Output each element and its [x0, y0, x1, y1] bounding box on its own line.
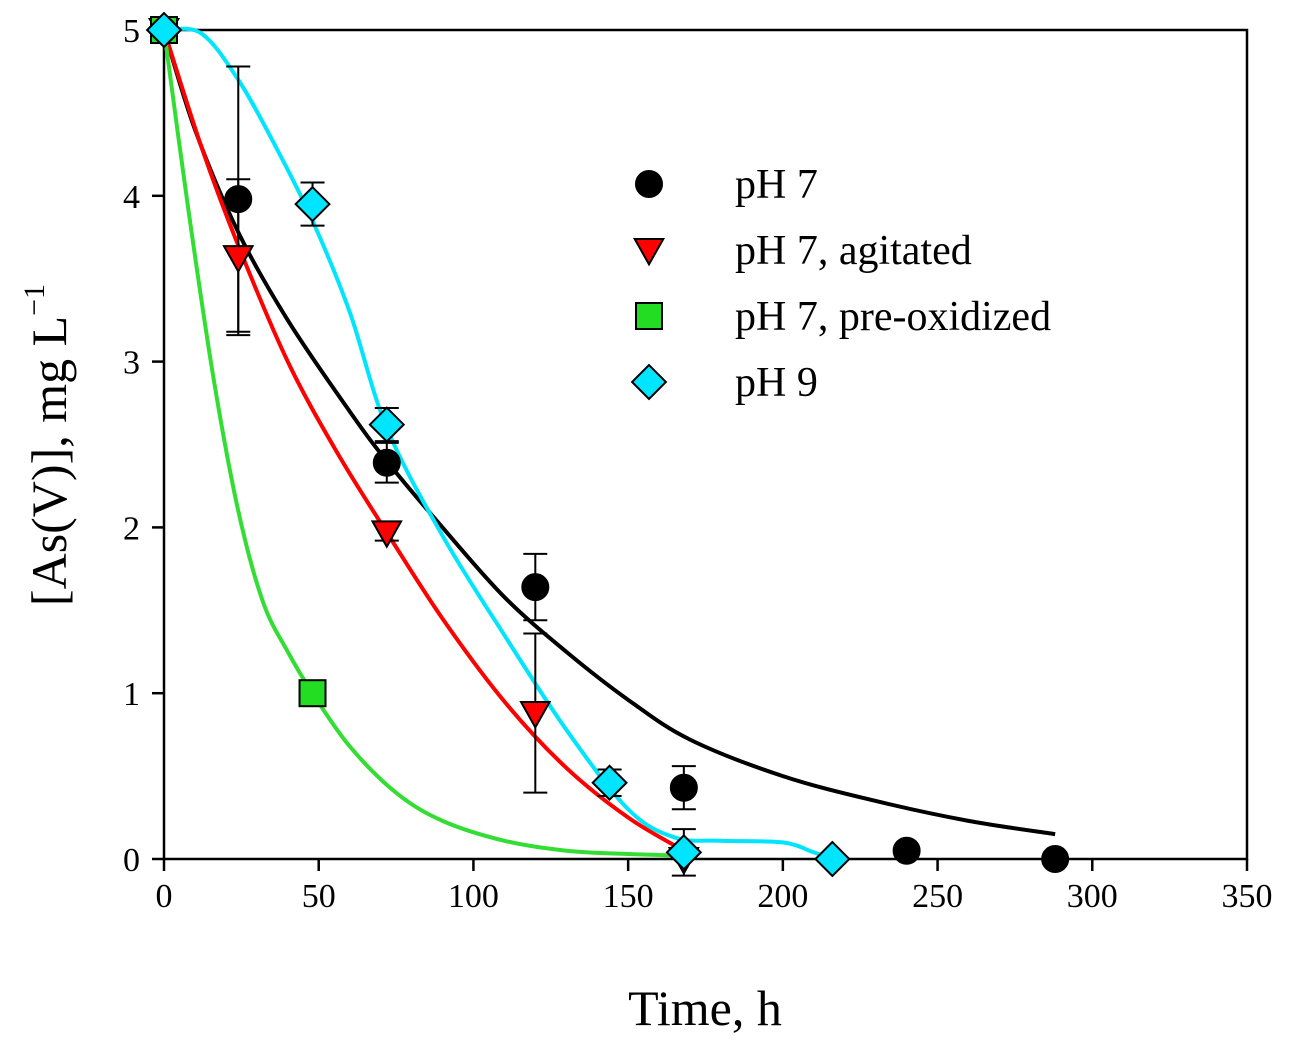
x-tick-label: 200	[757, 878, 808, 915]
data-point	[1041, 845, 1070, 873]
legend-label: pH 9	[735, 360, 818, 406]
y-axis-title-superscript: −1	[18, 284, 51, 316]
x-tick-label: 0	[156, 878, 173, 915]
data-point	[224, 185, 253, 214]
legend-marker	[635, 302, 663, 330]
data-point	[368, 406, 406, 443]
fit-curve	[162, 29, 1056, 837]
data-points	[145, 11, 1070, 878]
x-tick-label: 100	[448, 878, 499, 915]
legend-marker	[635, 170, 663, 198]
data-point	[372, 448, 401, 477]
x-axis-title: Time, h	[628, 980, 782, 1036]
y-axis-title-main: [As(V)], mg L	[21, 316, 77, 606]
legend: pH 7 pH 7, agitated pH 7, pre-oxidized pH 9	[630, 162, 1051, 406]
plot-frame	[162, 28, 1249, 861]
y-axis-title: [As(V)], mg L−1	[18, 284, 77, 606]
data-point	[892, 836, 921, 865]
data-point	[222, 245, 255, 274]
x-tick-label: 300	[1067, 878, 1118, 915]
x-tick-label: 250	[912, 878, 963, 915]
axis-ticks: 0 50 100 150 200 250 300 350 0 1 2 3 4 5	[123, 13, 1273, 915]
legend-label: pH 7, pre-oxidized	[735, 294, 1051, 340]
data-point	[521, 573, 550, 602]
x-tick-label: 350	[1222, 878, 1273, 915]
fit-curves	[162, 26, 1056, 861]
legend-marker	[630, 363, 668, 401]
legend-label: pH 7, agitated	[735, 228, 972, 274]
data-point	[298, 679, 327, 708]
data-point	[665, 834, 703, 871]
data-point	[145, 11, 183, 49]
y-tick-label: 4	[123, 179, 140, 216]
fit-curve	[162, 29, 685, 853]
y-tick-label: 3	[123, 345, 140, 382]
data-point	[669, 773, 698, 802]
data-point	[294, 185, 331, 223]
data-point	[814, 840, 851, 878]
x-tick-label: 50	[302, 878, 336, 915]
y-tick-label: 0	[123, 842, 140, 879]
y-tick-label: 2	[123, 510, 140, 547]
data-point	[370, 520, 403, 549]
legend-label: pH 7	[735, 162, 818, 208]
legend-marker	[632, 237, 666, 267]
fit-curve	[163, 26, 834, 861]
fit-curve	[162, 29, 684, 858]
data-point	[519, 701, 552, 730]
y-tick-label: 5	[123, 13, 140, 50]
x-tick-label: 150	[603, 878, 654, 915]
data-point	[591, 764, 628, 802]
y-tick-label: 1	[123, 676, 140, 713]
